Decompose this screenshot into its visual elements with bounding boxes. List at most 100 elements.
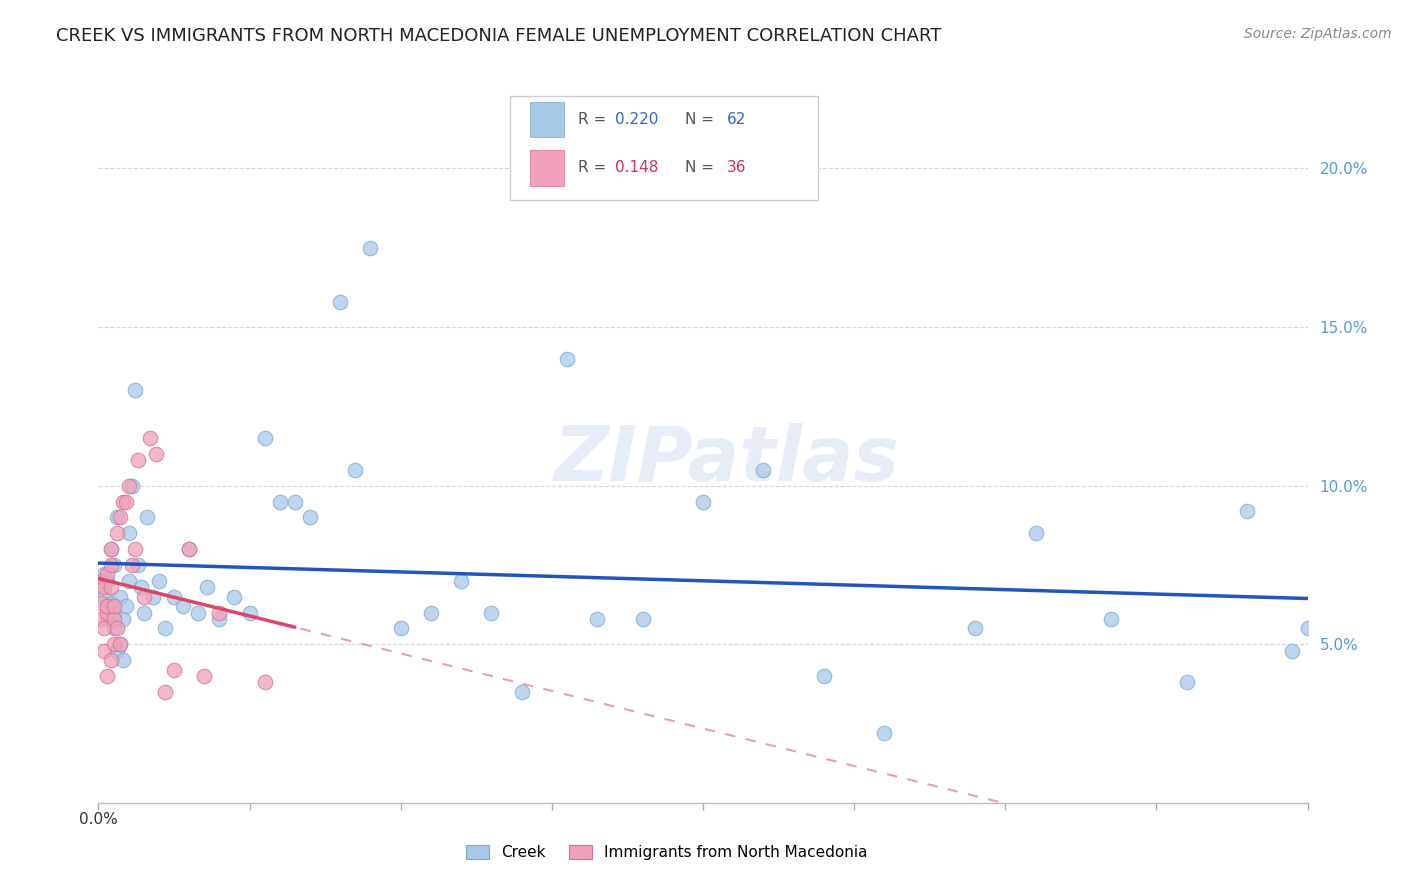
Point [239, 606, 262, 620]
Point [111, 494, 134, 508]
Point [1296, 621, 1319, 635]
Point [135, 510, 157, 524]
Point [555, 351, 578, 366]
Text: ZIPatlas: ZIPatlas [554, 424, 900, 497]
Point [96, 574, 118, 588]
Point [163, 663, 186, 677]
Point [111, 653, 134, 667]
Point [153, 685, 176, 699]
Point [163, 590, 186, 604]
Point [873, 726, 896, 740]
Point [90, 574, 112, 588]
Point [253, 431, 276, 445]
Point [93, 621, 115, 635]
Point [96, 606, 118, 620]
Point [132, 590, 155, 604]
Point [145, 447, 167, 461]
Point [90, 580, 112, 594]
Point [114, 599, 136, 614]
Point [510, 685, 533, 699]
Point [1099, 612, 1122, 626]
Point [93, 567, 115, 582]
Point [344, 463, 367, 477]
Point [329, 294, 352, 309]
Point [299, 510, 322, 524]
Point [813, 669, 835, 683]
Point [193, 669, 215, 683]
Point [1024, 526, 1046, 541]
FancyBboxPatch shape [530, 150, 564, 186]
Point [142, 590, 165, 604]
Point [96, 567, 118, 582]
Point [105, 526, 128, 541]
Text: R =: R = [578, 161, 616, 175]
Point [179, 542, 201, 557]
Point [129, 580, 152, 594]
Point [100, 558, 122, 572]
Point [132, 606, 155, 620]
Point [121, 478, 143, 492]
Point [269, 494, 291, 508]
Text: R =: R = [578, 112, 616, 127]
Point [103, 606, 125, 620]
Text: 36: 36 [727, 161, 747, 175]
Point [224, 590, 246, 604]
Point [124, 542, 146, 557]
Point [195, 580, 218, 594]
Point [127, 558, 149, 572]
Point [103, 637, 125, 651]
Point [253, 675, 276, 690]
Text: 62: 62 [727, 112, 747, 127]
Point [1175, 675, 1198, 690]
Point [481, 606, 503, 620]
Point [100, 596, 122, 610]
Point [108, 637, 131, 651]
Point [90, 596, 112, 610]
Point [118, 574, 141, 588]
Point [96, 599, 118, 614]
Point [103, 621, 125, 635]
Point [108, 590, 131, 604]
Point [752, 463, 775, 477]
Text: CREEK VS IMMIGRANTS FROM NORTH MACEDONIA FEMALE UNEMPLOYMENT CORRELATION CHART: CREEK VS IMMIGRANTS FROM NORTH MACEDONIA… [56, 27, 942, 45]
Point [124, 384, 146, 398]
Point [965, 621, 987, 635]
Text: 0.220: 0.220 [614, 112, 658, 127]
Point [692, 494, 714, 508]
Point [93, 580, 115, 594]
Text: 0.148: 0.148 [614, 161, 658, 175]
Point [108, 637, 131, 651]
Point [389, 621, 412, 635]
Point [187, 606, 209, 620]
Point [208, 612, 231, 626]
Point [179, 542, 201, 557]
Point [586, 612, 609, 626]
Point [139, 431, 162, 445]
Point [100, 653, 122, 667]
Point [121, 558, 143, 572]
Point [108, 510, 131, 524]
Point [172, 599, 194, 614]
Point [103, 558, 125, 572]
Point [1236, 504, 1258, 518]
Point [127, 453, 149, 467]
Text: Source: ZipAtlas.com: Source: ZipAtlas.com [1244, 27, 1392, 41]
Point [100, 542, 122, 557]
Point [96, 669, 118, 683]
Point [118, 478, 141, 492]
Point [420, 606, 443, 620]
Point [153, 621, 176, 635]
Point [100, 542, 122, 557]
Point [450, 574, 472, 588]
Point [360, 241, 382, 255]
Point [208, 606, 231, 620]
Point [105, 643, 128, 657]
Point [103, 599, 125, 614]
Point [105, 510, 128, 524]
Point [111, 612, 134, 626]
Text: N =: N = [685, 112, 724, 127]
Point [284, 494, 307, 508]
Point [118, 526, 141, 541]
Text: N =: N = [685, 161, 724, 175]
Point [1281, 643, 1303, 657]
